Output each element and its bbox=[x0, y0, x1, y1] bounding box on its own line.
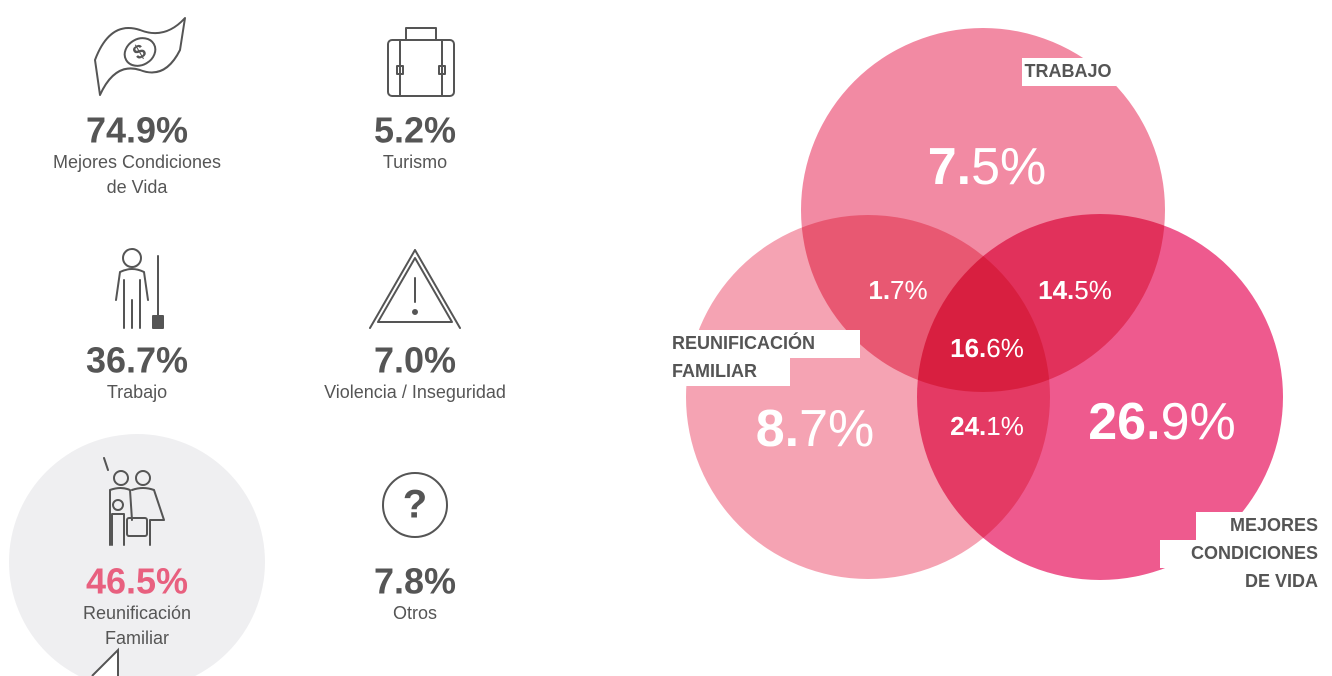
region-value-dec: 7% bbox=[799, 400, 874, 458]
question-icon: ? bbox=[382, 472, 448, 538]
region-value: 26.9% bbox=[1088, 393, 1235, 451]
stat-label: de Vida bbox=[107, 177, 169, 197]
suitcase-icon bbox=[387, 27, 455, 97]
set-label: CONDICIONES bbox=[1191, 543, 1318, 563]
region-value-dec: 9% bbox=[1161, 393, 1236, 451]
region-value-int: 7. bbox=[928, 138, 971, 196]
region-value: 24.1% bbox=[950, 411, 1024, 441]
svg-text:$: $ bbox=[129, 40, 150, 65]
svg-text:?: ? bbox=[403, 483, 427, 527]
region-value-int: 8. bbox=[756, 400, 799, 458]
stat-value: 74.9% bbox=[86, 110, 188, 151]
region-value: 7.5% bbox=[928, 138, 1047, 196]
stat-label: Mejores Condiciones bbox=[53, 152, 221, 172]
region-value: 8.7% bbox=[756, 400, 875, 458]
stat-value: 7.8% bbox=[374, 561, 456, 602]
region-value-dec: 6% bbox=[986, 333, 1024, 363]
pointer bbox=[91, 647, 119, 676]
region-value-dec: 1% bbox=[986, 411, 1024, 441]
region-value-int: 1. bbox=[868, 275, 890, 305]
region-value: 1.7% bbox=[868, 275, 927, 305]
money-icon: $ bbox=[94, 17, 186, 96]
stat-label: Violencia / Inseguridad bbox=[324, 382, 506, 402]
stat-label: Familiar bbox=[105, 628, 169, 648]
stat-value: 5.2% bbox=[374, 110, 456, 151]
label-boxes bbox=[668, 58, 1320, 596]
stat-label: Otros bbox=[393, 603, 437, 623]
set-label: FAMILIAR bbox=[672, 361, 757, 381]
region-value: 16.6% bbox=[950, 333, 1024, 363]
region-value: 14.5% bbox=[1038, 275, 1112, 305]
set-label: REUNIFICACIÓN bbox=[672, 332, 815, 353]
set-label: DE VIDA bbox=[1245, 571, 1318, 591]
region-value-int: 26. bbox=[1088, 393, 1160, 451]
region-value-dec: 7% bbox=[890, 275, 928, 305]
region-value-int: 14. bbox=[1038, 275, 1074, 305]
stat-value: 46.5% bbox=[86, 561, 188, 602]
worker-icon bbox=[115, 248, 164, 329]
stat-value: 36.7% bbox=[86, 340, 188, 381]
family-icon bbox=[103, 457, 165, 546]
stat-label: Reunificación bbox=[83, 603, 191, 623]
stat-label: Trabajo bbox=[107, 382, 167, 402]
region-value-int: 24. bbox=[950, 411, 986, 441]
warning-icon bbox=[369, 249, 461, 329]
stat-value: 7.0% bbox=[374, 340, 456, 381]
region-value-dec: 5% bbox=[1074, 275, 1112, 305]
region-value-dec: 5% bbox=[971, 138, 1046, 196]
set-circle bbox=[917, 214, 1283, 580]
region-value-int: 16. bbox=[950, 333, 986, 363]
stat-label: Turismo bbox=[383, 152, 447, 172]
venn bbox=[686, 28, 1283, 580]
set-label: TRABAJO bbox=[1024, 61, 1111, 81]
highlight-circle bbox=[9, 434, 265, 676]
set-label: MEJORES bbox=[1230, 515, 1318, 535]
